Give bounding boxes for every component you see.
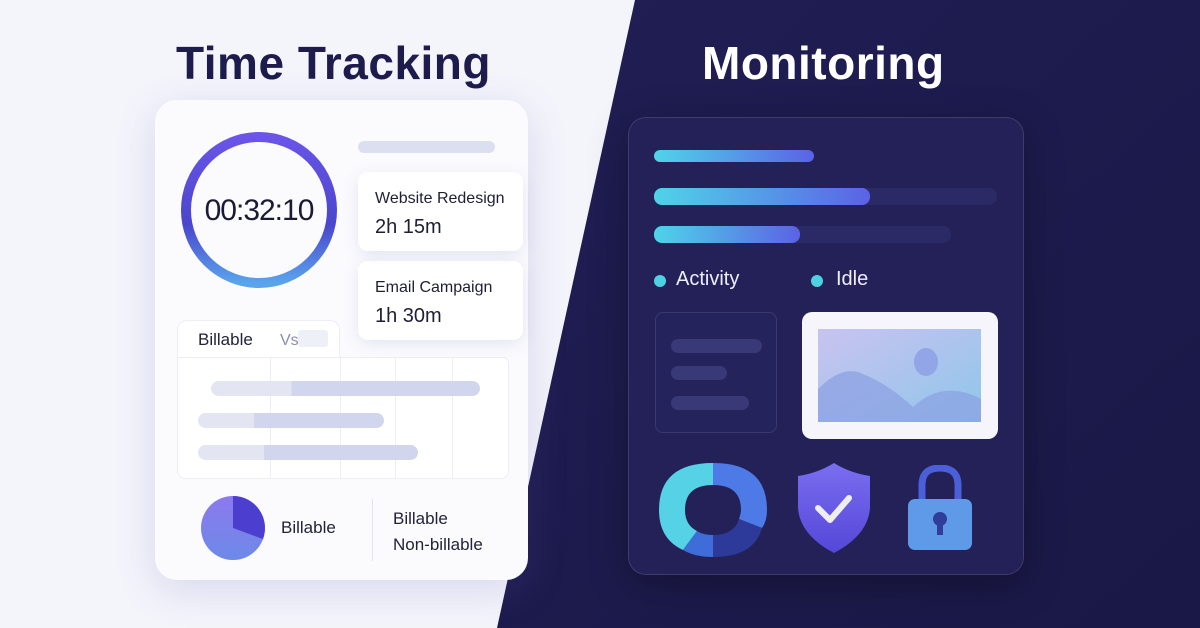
- placeholder-line: [671, 339, 762, 353]
- pie-label: Billable: [281, 518, 336, 537]
- task-duration: 1h 30m: [375, 305, 442, 327]
- progress-fill: [654, 188, 870, 205]
- legend-billable: Billable: [393, 509, 448, 528]
- tab-billable[interactable]: Billable: [198, 330, 253, 349]
- activity-dot-icon: [654, 275, 666, 287]
- tab-vs[interactable]: Vs: [280, 332, 299, 349]
- monitoring-title: Monitoring: [702, 37, 945, 89]
- chart-bar: [211, 381, 480, 396]
- task-name: Email Campaign: [375, 279, 493, 296]
- task-card[interactable]: Website Redesign 2h 15m: [358, 172, 523, 251]
- grid-line: [395, 358, 396, 478]
- padlock-icon: [908, 465, 972, 550]
- chart-bar: [198, 413, 384, 428]
- chart-bar: [198, 445, 418, 460]
- grid-line: [452, 358, 453, 478]
- billable-pie-icon: [201, 496, 265, 560]
- placeholder-bar: [358, 141, 495, 153]
- placeholder-line: [671, 396, 749, 410]
- task-name: Website Redesign: [375, 190, 505, 207]
- timer-display: 00:32:10: [204, 194, 315, 227]
- time-tracking-title: Time Tracking: [176, 37, 492, 89]
- tab-placeholder: [298, 330, 328, 347]
- activity-bar: [654, 150, 814, 162]
- divider: [372, 499, 373, 561]
- legend-activity: Activity: [676, 268, 740, 290]
- placeholder-line: [671, 366, 727, 380]
- image-icon: [818, 329, 981, 422]
- donut-chart-icon: [659, 463, 767, 557]
- progress-fill: [654, 226, 800, 243]
- timer-ring: [181, 132, 337, 288]
- task-card[interactable]: Email Campaign 1h 30m: [358, 261, 523, 340]
- legend-idle: Idle: [836, 268, 869, 290]
- legend-non-billable: Non-billable: [393, 535, 483, 554]
- idle-dot-icon: [811, 275, 823, 287]
- task-duration: 2h 15m: [375, 216, 442, 238]
- shield-check-icon: [798, 463, 870, 553]
